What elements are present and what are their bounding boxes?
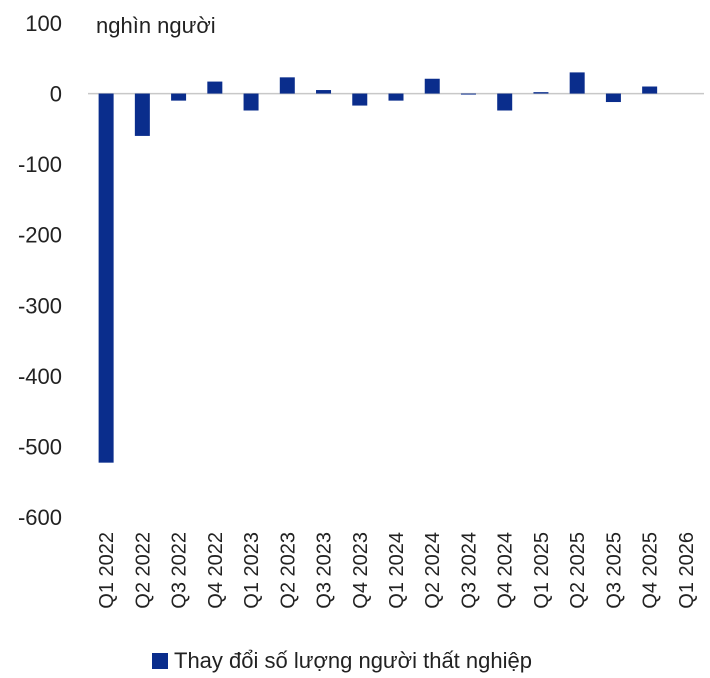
- x-tick-label: Q4 2023: [350, 532, 372, 609]
- bar: [207, 81, 223, 94]
- legend-label: Thay đổi số lượng người thất nghiệp: [174, 648, 532, 673]
- bar: [642, 86, 658, 94]
- y-tick-label: -100: [18, 152, 62, 177]
- bar: [316, 90, 332, 94]
- legend-swatch: [152, 653, 168, 669]
- bar: [134, 93, 150, 136]
- bar: [171, 93, 187, 101]
- bar: [388, 93, 404, 101]
- y-tick-label: -400: [18, 364, 62, 389]
- x-tick-label: Q1 2026: [676, 532, 698, 609]
- x-tick-label: Q1 2025: [531, 532, 553, 609]
- x-tick-label: Q4 2025: [640, 532, 662, 609]
- bar: [605, 93, 621, 103]
- x-tick-label: Q2 2025: [567, 532, 589, 609]
- bar: [243, 93, 259, 111]
- x-tick-label: Q3 2024: [458, 532, 480, 609]
- bar: [424, 78, 440, 94]
- y-tick-label: -500: [18, 434, 62, 459]
- bar: [279, 77, 295, 94]
- x-axis-ticks: Q1 2022 Q2 2022 Q3 2022 Q4 2022 Q1 2023 Q2 20…: [96, 532, 698, 609]
- x-tick-label: Q1 2023: [241, 532, 263, 609]
- x-tick-label: Q4 2022: [205, 532, 227, 609]
- x-tick-label: Q2 2022: [132, 532, 154, 609]
- bar-chart: nghìn người 100 0 -100 -200 -300 -400 -500 -600…: [18, 11, 704, 609]
- bar: [497, 93, 513, 111]
- bars: [98, 72, 658, 463]
- y-tick-label: -600: [18, 505, 62, 530]
- y-axis-ticks: 100 0 -100 -200 -300 -400 -500 -600: [18, 11, 62, 530]
- y-axis-unit-label: nghìn người: [96, 13, 216, 38]
- bar: [98, 93, 114, 463]
- x-tick-label: Q1 2024: [386, 532, 408, 609]
- bar: [352, 93, 368, 106]
- bar: [460, 93, 476, 95]
- y-tick-label: 0: [50, 82, 62, 107]
- bar: [533, 92, 549, 94]
- x-tick-label: Q3 2025: [603, 532, 625, 609]
- y-tick-label: -200: [18, 223, 62, 248]
- x-tick-label: Q1 2022: [96, 532, 118, 609]
- x-tick-label: Q3 2022: [169, 532, 191, 609]
- y-tick-label: -300: [18, 293, 62, 318]
- x-tick-label: Q2 2023: [277, 532, 299, 609]
- bar: [569, 72, 585, 94]
- x-tick-label: Q3 2023: [314, 532, 336, 609]
- x-tick-label: Q2 2024: [422, 532, 444, 609]
- y-tick-label: 100: [25, 11, 62, 36]
- x-tick-label: Q4 2024: [495, 532, 517, 609]
- legend: Thay đổi số lượng người thất nghiệp: [152, 648, 532, 674]
